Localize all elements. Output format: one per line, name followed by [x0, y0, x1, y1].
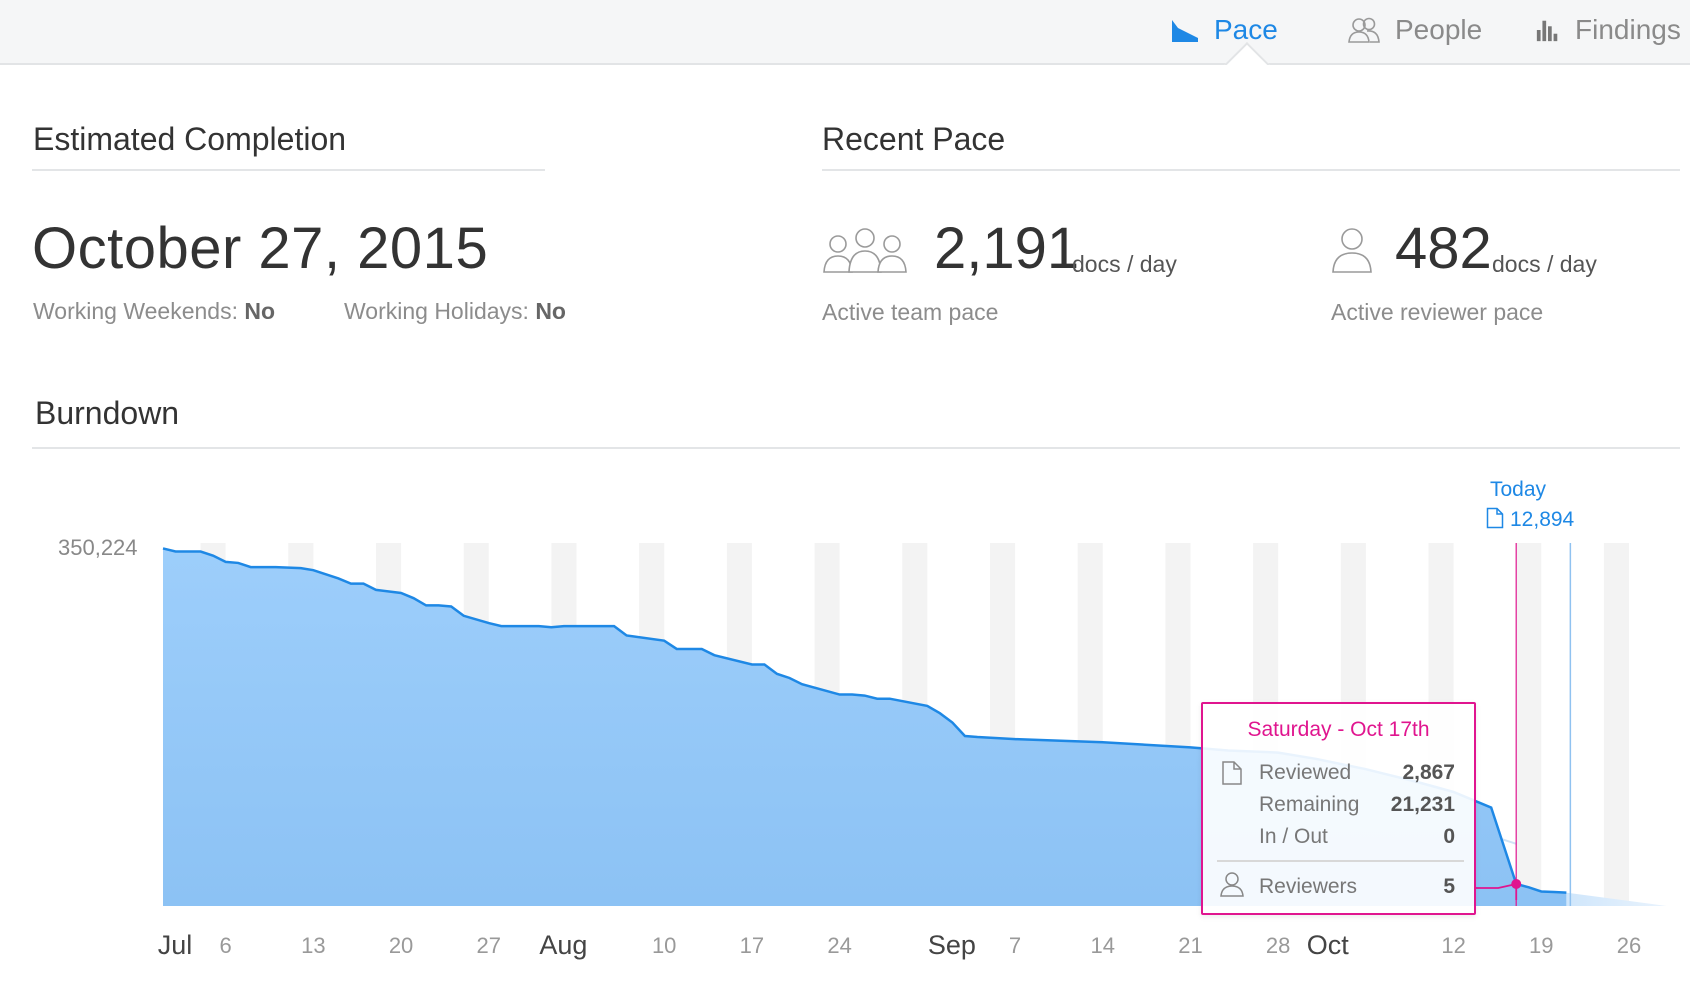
x-tick-label: 19: [1529, 933, 1553, 959]
weekend-band: [1604, 543, 1629, 906]
tooltip-reviewed-label: Reviewed: [1259, 761, 1351, 784]
tooltip-remaining-label: Remaining: [1259, 793, 1359, 816]
document-icon: [1221, 760, 1243, 786]
tooltip-remaining-value: 21,231: [1391, 793, 1455, 817]
x-tick-label: 17: [740, 933, 764, 959]
x-tick-label: 20: [389, 933, 413, 959]
tooltip-reviewers: Reviewers 5: [1259, 875, 1455, 899]
x-tick-month: Jul: [158, 930, 193, 961]
x-tick-label: 14: [1091, 933, 1115, 959]
tooltip-reviewed-value: 2,867: [1402, 761, 1455, 785]
tooltip-reviewers-value: 5: [1443, 875, 1455, 899]
x-tick-label: 6: [220, 933, 232, 959]
x-tick-label: 10: [652, 933, 676, 959]
x-tick-label: 28: [1266, 933, 1290, 959]
x-tick-label: 7: [1009, 933, 1021, 959]
x-tick-month: Aug: [539, 930, 587, 961]
chart-tooltip: Saturday - Oct 17th Reviewed 2,867 Remai…: [1201, 702, 1476, 915]
tooltip-title: Saturday - Oct 17th: [1203, 718, 1474, 742]
tooltip-remaining: Remaining 21,231: [1259, 793, 1455, 817]
x-tick-label: 21: [1178, 933, 1202, 959]
tooltip-divider: [1217, 860, 1464, 862]
x-tick-month: Oct: [1307, 930, 1349, 961]
x-tick-label: 24: [827, 933, 851, 959]
weekend-band: [1516, 543, 1541, 906]
x-tick-month: Sep: [928, 930, 976, 961]
highlight-point: [1511, 879, 1521, 889]
tooltip-inout-value: 0: [1443, 825, 1455, 849]
tooltip-reviewed: Reviewed 2,867: [1259, 761, 1455, 785]
tooltip-inout-label: In / Out: [1259, 825, 1328, 848]
tooltip-inout: In / Out 0: [1259, 825, 1455, 849]
tooltip-reviewers-label: Reviewers: [1259, 875, 1357, 898]
x-tick-label: 12: [1441, 933, 1465, 959]
reviewer-icon: [1219, 871, 1245, 897]
x-tick-label: 27: [477, 933, 501, 959]
x-tick-label: 26: [1617, 933, 1641, 959]
x-tick-label: 13: [301, 933, 325, 959]
